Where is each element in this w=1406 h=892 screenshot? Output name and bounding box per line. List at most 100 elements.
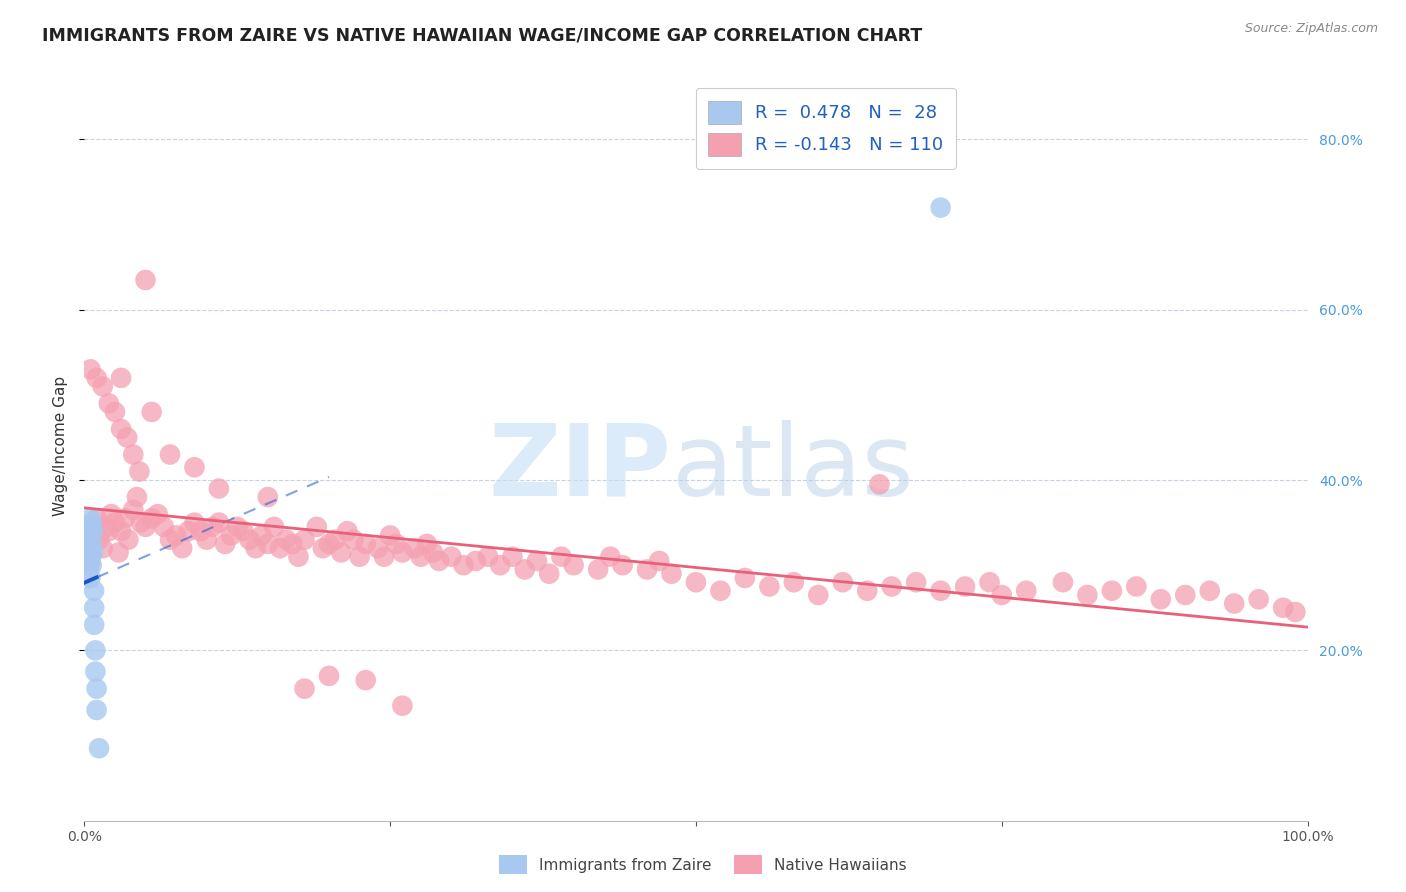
Point (135, 273, 157, 287)
Point (79, 571, 101, 585)
Text: Source: ZipAtlas.com: Source: ZipAtlas.com (1244, 22, 1378, 36)
Point (1015, 583, 1038, 598)
Point (513, 562, 536, 576)
Point (1247, 592, 1270, 607)
Point (905, 575, 928, 590)
Point (91, 379, 114, 393)
Point (77, 528, 100, 542)
Point (422, 545, 444, 559)
Point (342, 533, 364, 547)
Point (77, 520, 100, 534)
Point (117, 533, 139, 547)
Point (214, 537, 236, 551)
Point (869, 477, 891, 491)
Point (77, 562, 100, 576)
Point (562, 558, 585, 573)
Point (77, 524, 100, 538)
Point (831, 575, 853, 590)
Text: IMMIGRANTS FROM ZAIRE VS NATIVE HAWAIIAN WAGE/INCOME GAP CORRELATION CHART: IMMIGRANTS FROM ZAIRE VS NATIVE HAWAIIAN… (42, 27, 922, 45)
Point (110, 524, 132, 538)
Point (1174, 588, 1197, 602)
Point (477, 549, 499, 564)
Point (354, 537, 377, 551)
Point (146, 507, 169, 521)
Point (83, 520, 105, 534)
Point (86, 681, 108, 696)
Point (1198, 583, 1220, 598)
Point (1076, 588, 1098, 602)
Point (80, 516, 103, 530)
Point (294, 533, 316, 547)
Point (807, 588, 830, 602)
Point (250, 528, 273, 542)
Point (953, 580, 976, 594)
Point (80, 537, 103, 551)
Point (349, 549, 371, 564)
Point (82, 533, 104, 547)
Point (77, 554, 100, 568)
Point (128, 465, 150, 479)
Point (80, 524, 103, 538)
Point (208, 516, 231, 530)
Text: atlas: atlas (672, 420, 912, 517)
Point (77, 549, 100, 564)
Point (125, 490, 148, 504)
Point (294, 681, 316, 696)
Point (929, 583, 952, 598)
Point (201, 520, 224, 534)
Point (97, 524, 120, 538)
Point (77, 545, 100, 559)
Point (86, 371, 108, 385)
Point (238, 533, 260, 547)
Point (709, 583, 731, 598)
Point (115, 430, 138, 444)
Point (391, 545, 413, 559)
Point (96, 520, 118, 534)
Point (83, 617, 105, 632)
Point (100, 507, 122, 521)
Point (84, 643, 107, 657)
Point (110, 371, 132, 385)
Point (135, 520, 157, 534)
Point (336, 524, 359, 538)
Point (550, 549, 572, 564)
Point (636, 562, 658, 576)
Point (79, 511, 101, 525)
Point (354, 673, 377, 688)
Point (114, 511, 136, 525)
Point (232, 524, 254, 538)
Point (122, 448, 145, 462)
Point (177, 524, 200, 538)
Point (269, 541, 291, 556)
Text: ZIP: ZIP (489, 420, 672, 517)
Point (79, 541, 101, 556)
Point (1223, 597, 1246, 611)
Point (87, 741, 110, 756)
Point (612, 558, 634, 573)
Point (77, 533, 100, 547)
Point (82, 545, 104, 559)
Point (83, 583, 105, 598)
Point (685, 575, 707, 590)
Point (77, 541, 100, 556)
Point (84, 665, 107, 679)
Point (330, 545, 353, 559)
Point (404, 541, 426, 556)
Point (257, 490, 280, 504)
Point (159, 533, 181, 547)
Point (110, 422, 132, 436)
Point (245, 541, 267, 556)
Point (87, 533, 110, 547)
Point (502, 549, 524, 564)
Point (190, 524, 212, 538)
Point (91, 541, 114, 556)
Point (734, 571, 756, 585)
Point (86, 511, 108, 525)
Point (141, 405, 163, 419)
Point (77, 541, 100, 556)
Point (758, 580, 780, 594)
Point (141, 511, 163, 525)
Point (453, 558, 475, 573)
Point (409, 549, 432, 564)
Point (783, 575, 806, 590)
